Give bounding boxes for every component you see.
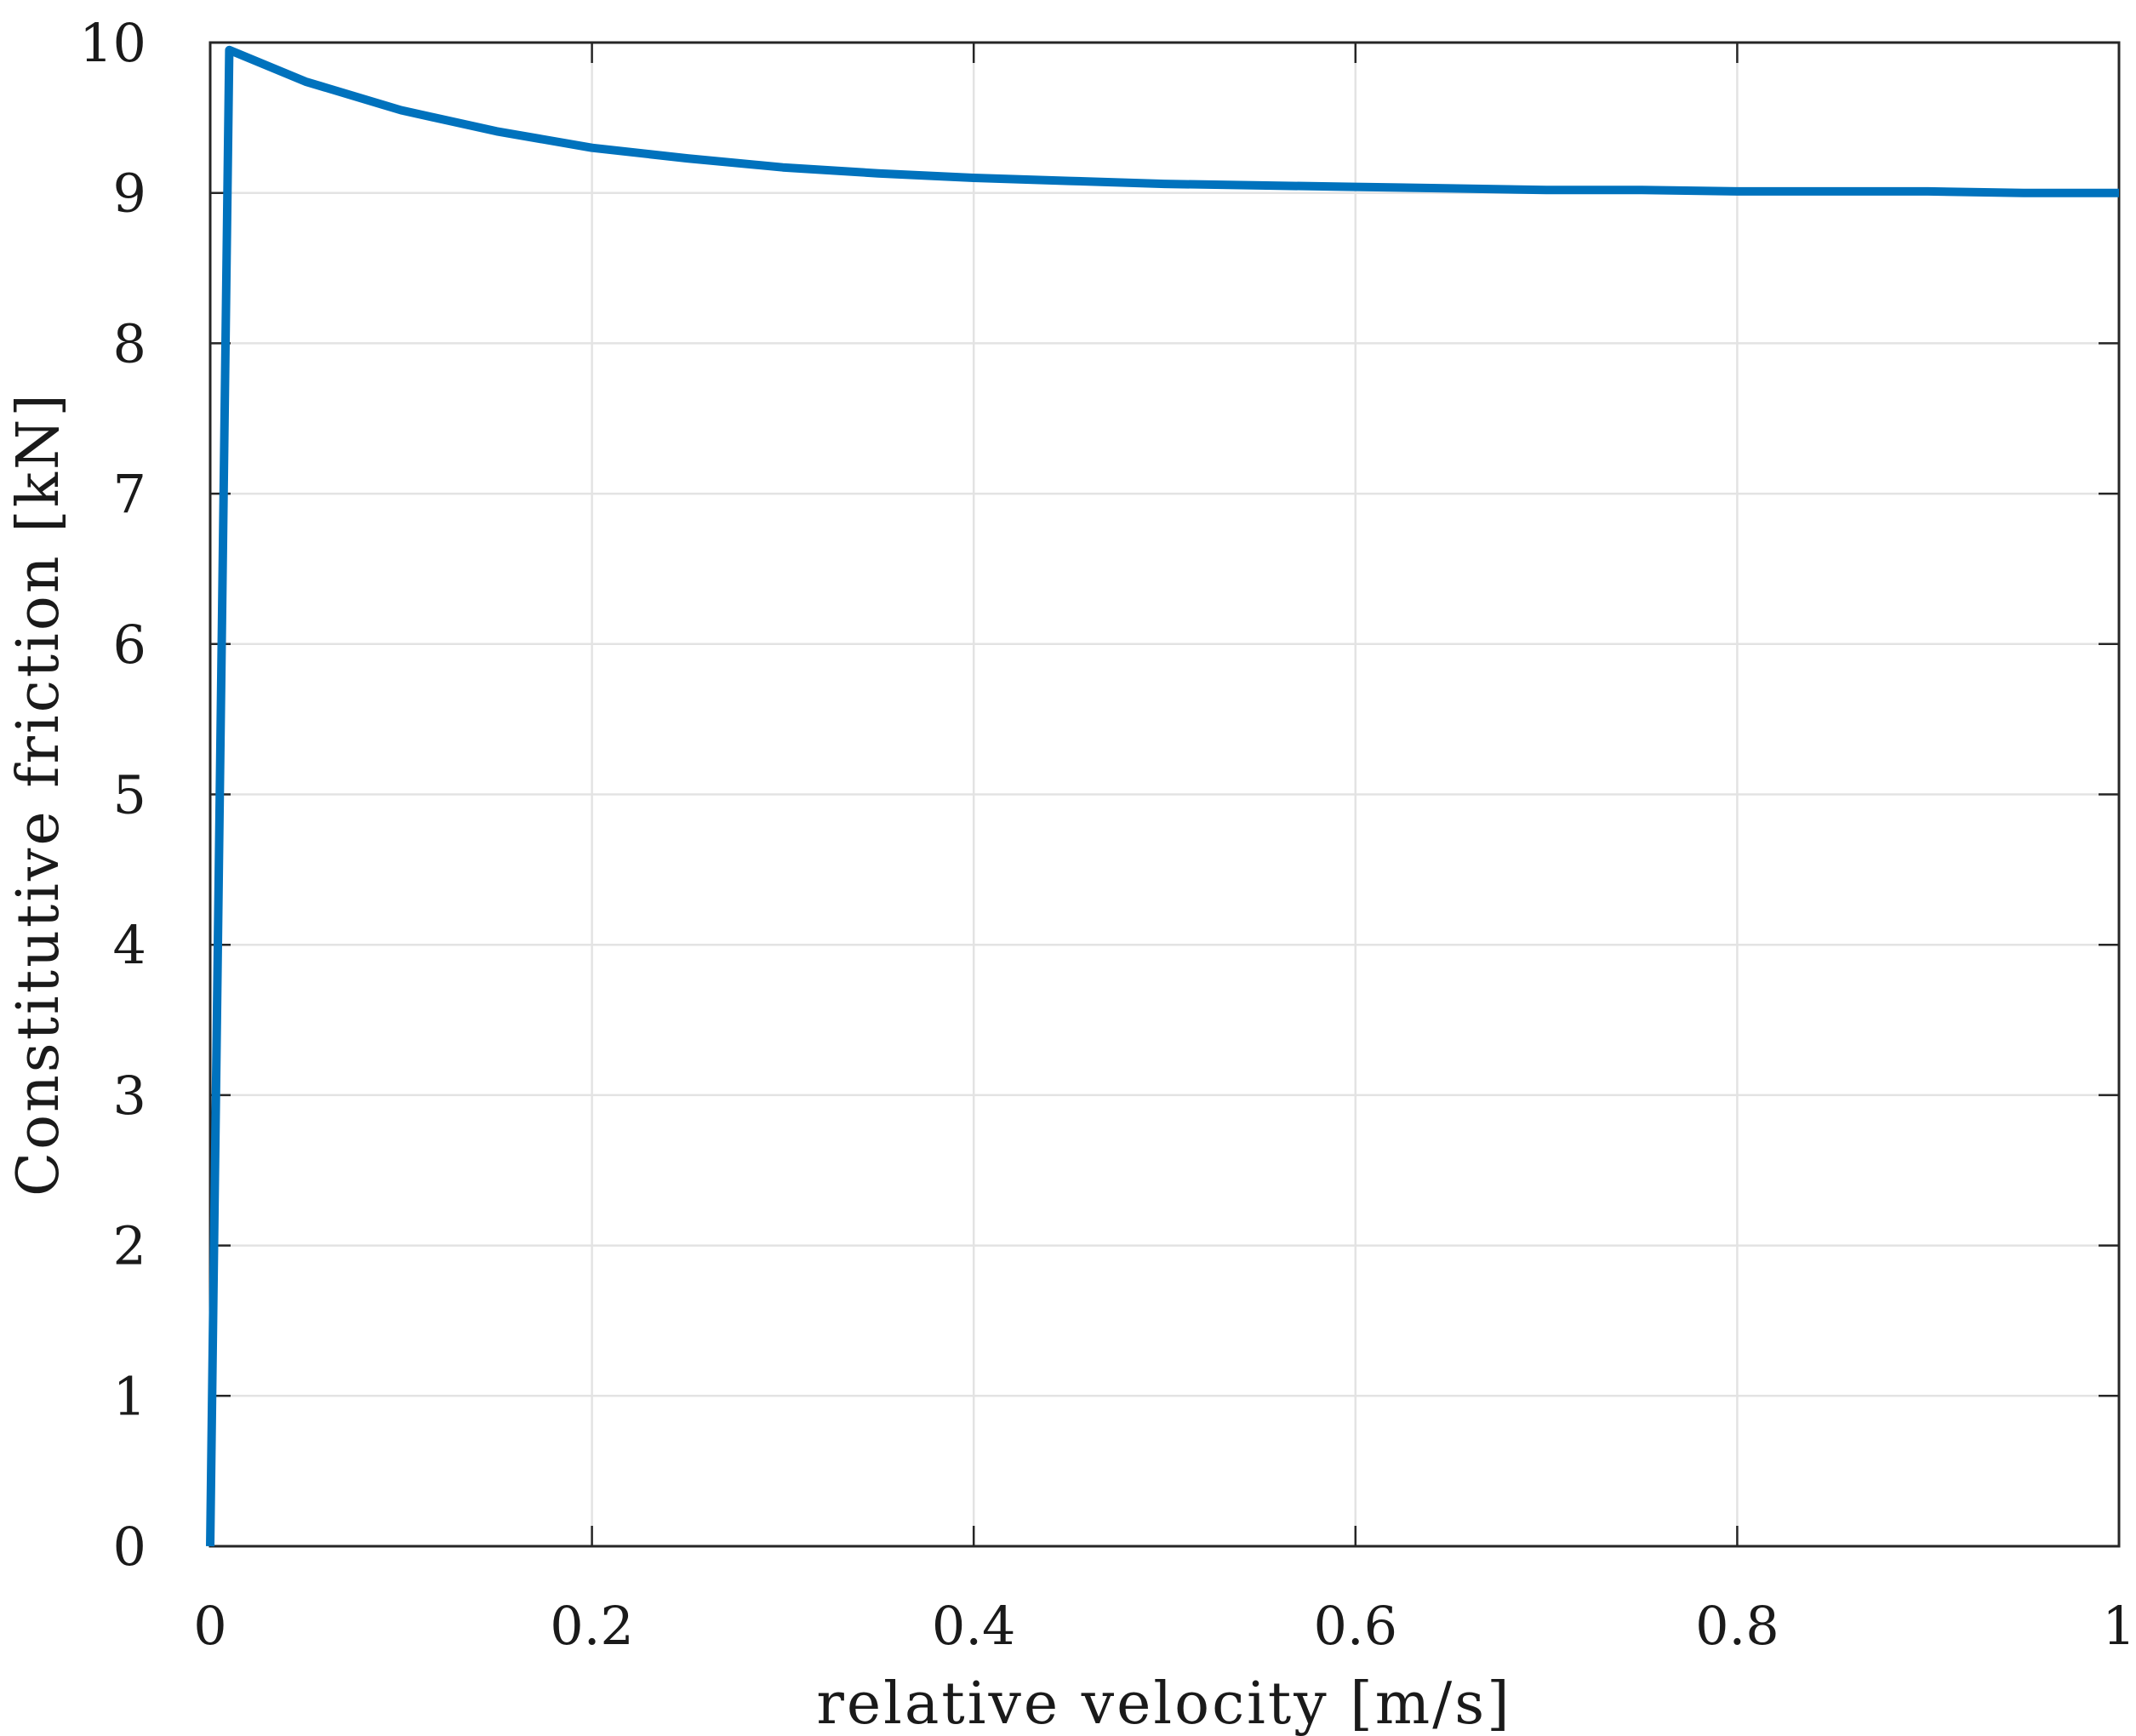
x-tick-label: 0.4: [932, 1595, 1016, 1657]
x-axis-title: relative velocity [m/s]: [816, 1670, 1511, 1736]
grid-lines: [210, 43, 2119, 1546]
y-tick-label: 4: [113, 914, 146, 976]
y-tick-label: 3: [113, 1065, 146, 1127]
series-lines: [206, 45, 2119, 1547]
y-tick-label: 2: [113, 1215, 146, 1277]
x-tick-labels: 0 0.2 0.4 0.6 0.8 1: [193, 1595, 2135, 1657]
y-tick-label: 9: [113, 163, 146, 225]
x-tick-label: 0.8: [1695, 1595, 1779, 1657]
x-tick-label: 0.6: [1313, 1595, 1397, 1657]
x-tick-label: 1: [2102, 1595, 2135, 1657]
y-tick-label: 6: [113, 614, 146, 676]
x-tick-label: 0.2: [550, 1595, 634, 1657]
x-tick-label: 0: [193, 1595, 226, 1657]
y-tick-label: 5: [113, 764, 146, 826]
y-tick-labels: 0 1 2 3 4 5 6 7 8 9 10: [79, 12, 146, 1578]
y-tick-label: 7: [113, 463, 146, 525]
y-tick-label: 8: [113, 312, 146, 374]
y-axis-title: Constitutive friction [kN]: [5, 391, 72, 1196]
y-tick-label: 1: [113, 1365, 146, 1427]
series-line: [206, 45, 2119, 1547]
y-tick-label: 0: [113, 1516, 146, 1578]
plot-frame: [208, 41, 2121, 1548]
y-tick-label: 10: [79, 12, 146, 74]
